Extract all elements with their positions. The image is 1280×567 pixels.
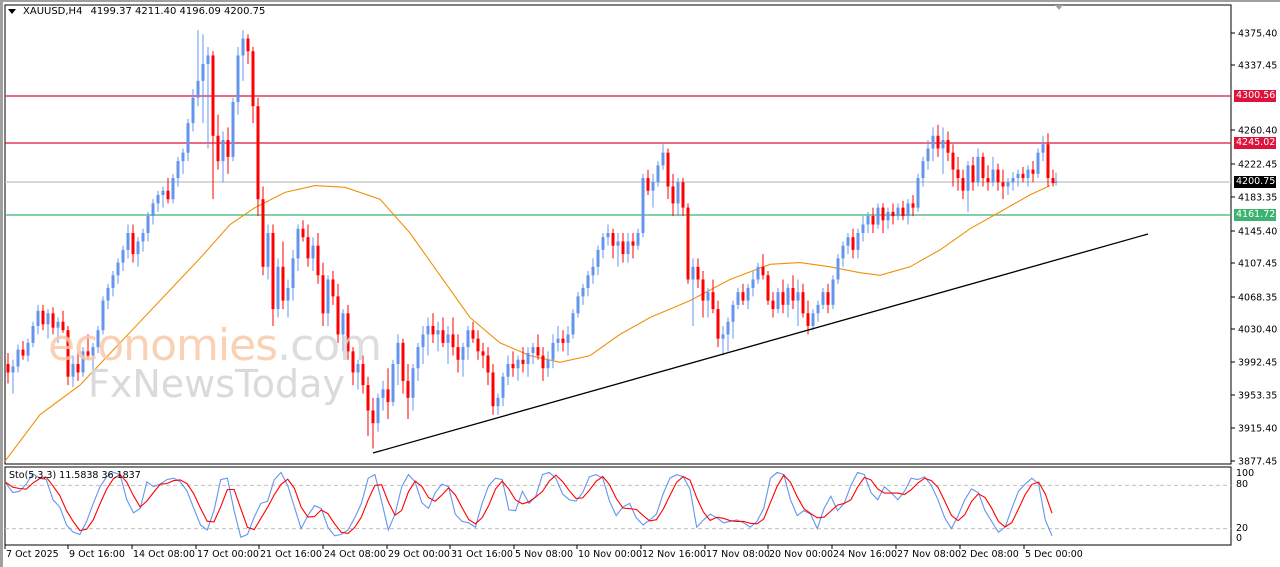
svg-text:100: 100 (1236, 468, 1254, 479)
svg-text:80: 80 (1236, 479, 1248, 490)
support-1-price-tag: 4161.72 (1234, 209, 1276, 221)
svg-text:20 Nov 00:00: 20 Nov 00:00 (769, 549, 833, 560)
stochastic-main-line (4, 471, 1053, 538)
svg-text:3992.45: 3992.45 (1238, 358, 1277, 369)
svg-text:3953.35: 3953.35 (1238, 391, 1277, 402)
svg-text:4068.35: 4068.35 (1238, 293, 1277, 304)
svg-text:5 Dec 00:00: 5 Dec 00:00 (1025, 549, 1083, 560)
svg-text:20: 20 (1236, 523, 1248, 534)
svg-text:0: 0 (1236, 533, 1242, 544)
svg-text:4222.45: 4222.45 (1238, 160, 1277, 171)
svg-text:31 Oct 16:00: 31 Oct 16:00 (451, 549, 513, 560)
chart-shift-marker-icon[interactable] (1055, 5, 1063, 10)
svg-text:4375.40: 4375.40 (1238, 29, 1277, 40)
svg-text:7 Oct 2025: 7 Oct 2025 (6, 549, 59, 560)
svg-text:4337.45: 4337.45 (1238, 61, 1277, 72)
stochastic-signal-line (4, 473, 1053, 534)
svg-text:3877.45: 3877.45 (1238, 457, 1277, 468)
watermark-line1-suffix: .com (277, 320, 382, 371)
svg-text:24 Nov 16:00: 24 Nov 16:00 (833, 549, 897, 560)
current-price-price-tag: 4200.75 (1234, 176, 1276, 188)
svg-text:24 Oct 08:00: 24 Oct 08:00 (324, 549, 386, 560)
stochastic-header: Sto(5,3,3) 11.5838 36.1837 (9, 470, 141, 481)
svg-text:17 Nov 08:00: 17 Nov 08:00 (706, 549, 770, 560)
svg-text:4145.40: 4145.40 (1238, 227, 1277, 238)
svg-text:10 Nov 00:00: 10 Nov 00:00 (578, 549, 642, 560)
window-top-border (0, 0, 1280, 2)
collapse-triangle-icon[interactable] (8, 9, 16, 14)
moving-average-line (4, 185, 1051, 462)
svg-text:14 Oct 08:00: 14 Oct 08:00 (133, 549, 195, 560)
stochastic-panel-frame (4, 466, 1232, 546)
svg-text:29 Oct 00:00: 29 Oct 00:00 (388, 549, 450, 560)
ohlc-values: 4199.37 4211.40 4196.09 4200.75 (90, 6, 266, 17)
svg-text:2 Dec 08:00: 2 Dec 08:00 (961, 549, 1019, 560)
candlesticks (6, 30, 1058, 449)
watermark-economies: economies.com (48, 320, 382, 371)
svg-text:12 Nov 16:00: 12 Nov 16:00 (642, 549, 706, 560)
svg-text:4260.40: 4260.40 (1238, 126, 1277, 137)
svg-text:3915.40: 3915.40 (1238, 424, 1277, 435)
svg-text:4183.35: 4183.35 (1238, 193, 1277, 204)
svg-text:5 Nov 08:00: 5 Nov 08:00 (515, 549, 573, 560)
resistance-2-price-tag: 4300.56 (1234, 90, 1276, 102)
time-axis: 7 Oct 2025 9 Oct 16:00 14 Oct 08:00 17 Oct … (4, 545, 1083, 560)
horizontal-levels (5, 95, 1231, 216)
chart-header: XAUUSD,H4 4199.37 4211.40 4196.09 4200.7… (8, 6, 265, 17)
resistance-1-price-tag: 4245.02 (1234, 137, 1276, 149)
svg-text:17 Oct 00:00: 17 Oct 00:00 (197, 549, 259, 560)
window-left-border (0, 0, 3, 567)
ascending-trendline[interactable] (372, 233, 1149, 454)
watermark-fxnewstoday: FxNewsToday (88, 362, 345, 406)
stochastic-lines (4, 471, 1231, 538)
svg-text:27 Nov 08:00: 27 Nov 08:00 (897, 549, 961, 560)
svg-text:4030.40: 4030.40 (1238, 325, 1277, 336)
symbol-label: XAUUSD,H4 (23, 6, 83, 17)
svg-text:21 Oct 16:00: 21 Oct 16:00 (260, 549, 322, 560)
svg-text:9 Oct 16:00: 9 Oct 16:00 (69, 549, 125, 560)
watermark-line1: economies (48, 320, 278, 371)
svg-text:4107.45: 4107.45 (1238, 259, 1277, 270)
price-axis: 4375.40 4337.45 4260.40 4222.45 4183.35 4145.… (1231, 29, 1277, 468)
